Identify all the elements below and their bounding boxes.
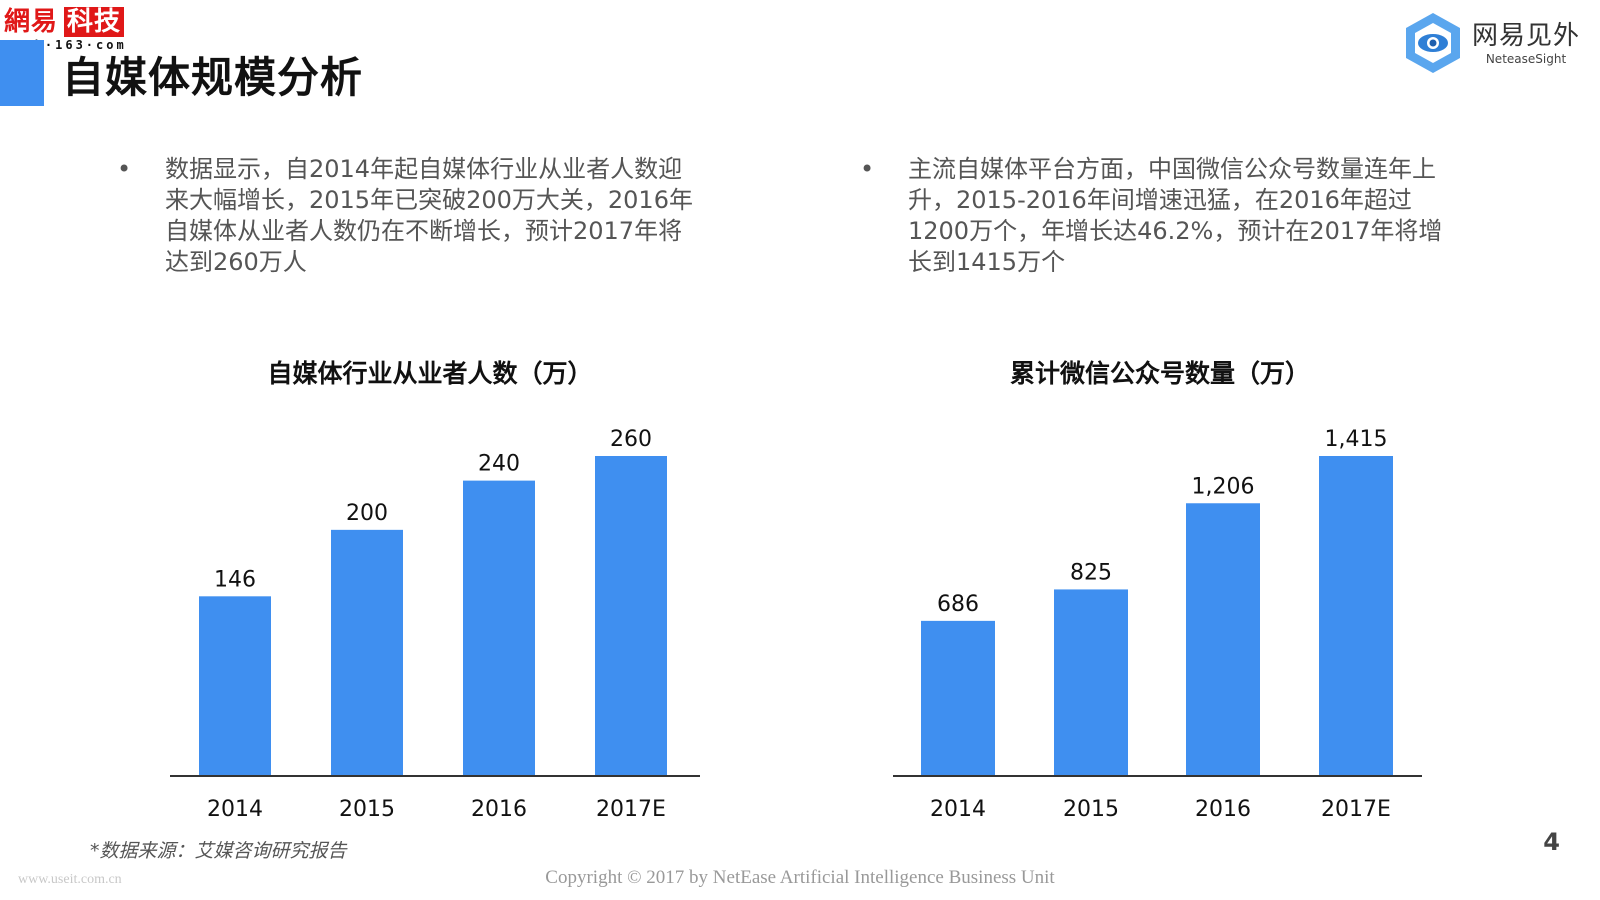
right-chart-title: 累计微信公众号数量（万）	[1009, 359, 1310, 388]
x-tick-label-0-2015: 2015	[339, 797, 395, 822]
bar-0-2015	[331, 529, 403, 776]
bullet-marker: •	[117, 155, 132, 183]
bar-1-2016	[1186, 503, 1260, 776]
data-label-1-2017E: 1,415	[1325, 427, 1388, 452]
right-bullet-paragraph: • 主流自媒体平台方面，中国微信公众号数量连年上升，2015-2016年间增速迅…	[860, 154, 1448, 278]
data-label-0-2017E: 260	[610, 427, 652, 452]
x-tick-label-1-2015: 2015	[1063, 797, 1119, 822]
right-bullet-text: 主流自媒体平台方面，中国微信公众号数量连年上升，2015-2016年间增速迅猛，…	[908, 155, 1443, 276]
bar-0-2016	[463, 480, 535, 776]
data-label-1-2015: 825	[1070, 560, 1112, 585]
bar-1-2014	[921, 620, 995, 776]
left-bullet-text: 数据显示，自2014年起自媒体行业从业者人数迎来大幅增长，2015年已突破200…	[165, 155, 693, 276]
left-chart-title: 自媒体行业从业者人数（万）	[267, 359, 593, 388]
brand-logo-block: 网易见外 NeteaseSight	[1400, 10, 1580, 76]
data-label-0-2016: 240	[478, 452, 520, 477]
x-tick-label-0-2014: 2014	[207, 797, 263, 822]
brand-name-cn: 网易见外	[1471, 21, 1580, 51]
watermark-tech-text: 科技	[64, 7, 125, 37]
bar-0-2017E	[595, 456, 667, 776]
bullet-marker: •	[860, 155, 875, 183]
x-tick-label-0-2016: 2016	[471, 797, 527, 822]
watermark-netease-text: 網易	[4, 7, 59, 37]
x-tick-label-1-2014: 2014	[930, 797, 986, 822]
copyright-text: Copyright © 2017 by NetEase Artificial I…	[545, 867, 1055, 888]
left-bullet-paragraph: • 数据显示，自2014年起自媒体行业从业者人数迎来大幅增长，2015年已突破2…	[117, 154, 705, 278]
bar-1-2015	[1054, 589, 1128, 776]
page-number: 4	[1543, 828, 1560, 856]
eye-hexagon-icon	[1405, 13, 1460, 73]
data-label-0-2014: 146	[214, 567, 256, 592]
data-label-1-2016: 1,206	[1192, 474, 1255, 499]
x-tick-label-1-2017E: 2017E	[1321, 797, 1391, 822]
bar-0-2014	[199, 596, 271, 776]
x-tick-label-0-2017E: 2017E	[596, 797, 666, 822]
data-label-0-2015: 200	[346, 501, 388, 526]
x-tick-label-1-2016: 2016	[1195, 797, 1251, 822]
title-accent-bar	[0, 40, 44, 106]
data-source-note: *数据来源：艾媒咨询研究报告	[90, 840, 347, 862]
bottom-watermark: www.useit.com.cn	[18, 872, 122, 887]
brand-name-en: NeteaseSight	[1485, 52, 1567, 66]
bar-1-2017E	[1319, 456, 1393, 776]
slide-title: 自媒体规模分析	[62, 53, 364, 102]
data-label-1-2014: 686	[937, 592, 979, 617]
